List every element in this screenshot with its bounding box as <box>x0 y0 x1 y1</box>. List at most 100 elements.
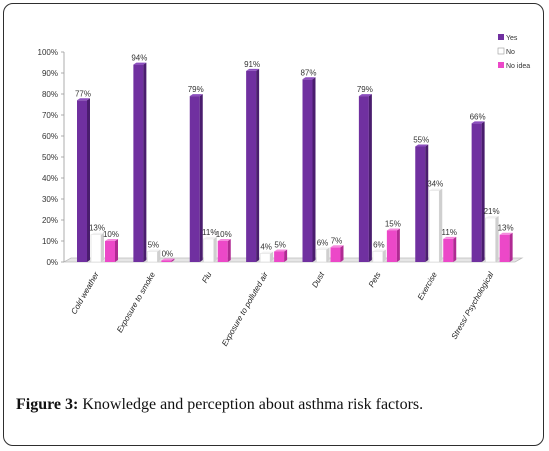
data-label: 10% <box>216 230 232 239</box>
y-tick-label: 90% <box>42 69 58 78</box>
data-label: 11% <box>442 228 457 237</box>
x-tick-label: Cold weather <box>69 270 101 316</box>
bar-top <box>105 239 118 241</box>
bar-top <box>316 247 330 250</box>
bar <box>189 96 200 262</box>
y-tick-label: 70% <box>42 111 58 120</box>
bar-top <box>203 236 217 239</box>
bar-side <box>143 62 147 262</box>
bar <box>259 253 271 263</box>
data-label: 11% <box>202 228 217 237</box>
legend-swatch <box>498 34 504 40</box>
bar <box>358 96 369 262</box>
data-label: 13% <box>89 224 105 233</box>
bar-side <box>481 121 485 263</box>
data-labels: 77%13%10%94%5%0%79%11%10%91%4% 5%87%6% 7%7… <box>75 54 514 259</box>
bar-side <box>157 249 161 262</box>
y-tick-label: 30% <box>42 195 58 204</box>
bar <box>161 260 172 262</box>
bar-side <box>495 215 499 262</box>
y-tick-label: 80% <box>42 90 58 99</box>
bar-side <box>509 232 513 262</box>
figure-frame <box>3 3 544 446</box>
data-label: 6% <box>373 241 385 250</box>
figure-caption: Figure 3: Knowledge and perception about… <box>16 396 536 414</box>
data-label: 6% <box>317 238 329 247</box>
bar-side <box>425 144 429 262</box>
caption-label: Figure 3: <box>16 396 79 413</box>
x-tick-label: Exercise <box>416 270 439 302</box>
data-label: 10% <box>103 230 119 239</box>
data-label: 91% <box>244 60 260 69</box>
bar-side <box>87 98 90 262</box>
bar <box>274 251 285 262</box>
bar-top <box>217 239 231 241</box>
bar-side <box>227 239 231 262</box>
data-label: 7% <box>331 236 343 245</box>
data-label: 55% <box>413 136 429 145</box>
data-label: 34% <box>427 180 443 189</box>
bar-top <box>372 249 386 252</box>
bar-side <box>115 239 118 262</box>
bar-top <box>471 121 485 124</box>
bar <box>217 241 228 262</box>
bar-side <box>368 94 372 262</box>
bar <box>330 247 341 262</box>
bar-top <box>415 144 429 147</box>
bar-side <box>439 188 443 262</box>
bar <box>471 123 482 263</box>
bar-side <box>312 77 316 262</box>
bar-top <box>161 258 175 261</box>
bar <box>203 238 215 263</box>
bar-side <box>453 236 457 262</box>
x-tick-label: Dust <box>310 270 326 289</box>
bar-chart: 0% 10% 20% 30% 40% 50% 60% 70% 80% 90% 100% 77% 13%… <box>38 34 530 348</box>
bar-side <box>199 94 203 262</box>
bar <box>372 251 384 263</box>
bar <box>316 249 327 263</box>
data-label: 4% <box>260 243 272 252</box>
bar <box>302 79 313 262</box>
legend-label: No <box>506 49 515 56</box>
data-label: 94% <box>131 54 147 63</box>
bar <box>443 238 454 262</box>
y-tick-label: 40% <box>42 174 58 183</box>
bar-top <box>189 94 203 97</box>
bar-top <box>302 77 316 80</box>
x-tick-label: Exposure to polluted air <box>220 270 270 348</box>
bar <box>485 217 496 263</box>
data-label: 79% <box>188 85 204 94</box>
x-tick-label: Exposure to smoke <box>115 270 157 334</box>
legend-label: No idea <box>506 63 530 70</box>
data-label: 13% <box>498 224 514 233</box>
bar-side <box>101 232 104 262</box>
bar-side <box>256 68 260 263</box>
bar-side <box>270 251 274 262</box>
y-tick-label: 20% <box>42 216 58 225</box>
y-tick-label: 100% <box>38 48 58 57</box>
bar <box>147 251 158 263</box>
y-tick-label: 50% <box>42 153 58 162</box>
x-tick-label: Stress/ Psychological <box>450 270 496 341</box>
bars <box>77 62 513 263</box>
legend-swatch <box>498 62 504 68</box>
bar <box>386 230 397 262</box>
x-tick-label: Pets <box>367 271 383 289</box>
bar-top <box>429 188 443 191</box>
bar-side <box>396 228 400 262</box>
bar-top <box>485 215 499 218</box>
bar-top <box>443 236 457 239</box>
bar <box>90 234 102 263</box>
bar-top <box>77 98 90 101</box>
bar-side <box>284 249 288 262</box>
data-label: 21% <box>484 207 500 216</box>
x-axis: Cold weather Exposure to smoke Flu Exposure… <box>69 270 495 348</box>
bar <box>105 241 115 262</box>
data-label: 0% <box>162 250 174 259</box>
bar-side <box>382 249 386 262</box>
bar-top <box>260 251 274 254</box>
bar <box>428 190 440 263</box>
bar-top <box>147 249 161 252</box>
bar-top <box>330 245 344 248</box>
data-label: 79% <box>357 85 373 94</box>
